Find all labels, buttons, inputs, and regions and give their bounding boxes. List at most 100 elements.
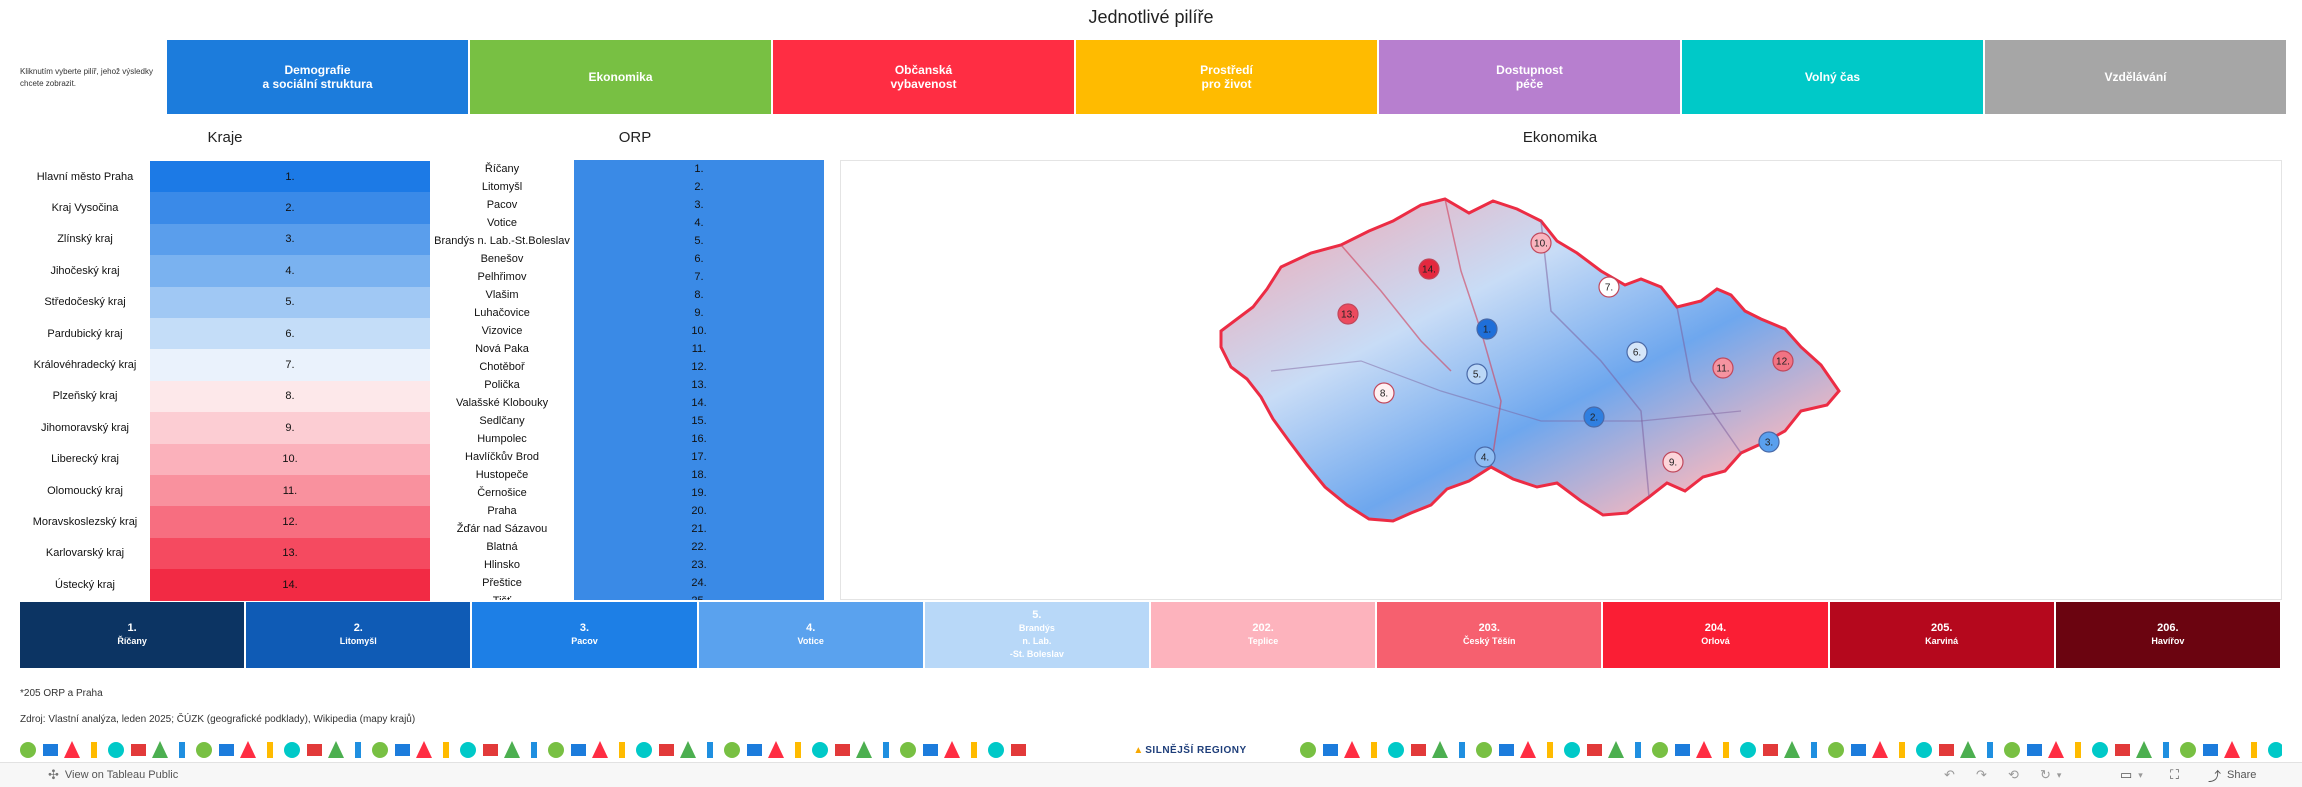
orp-row[interactable]: Hlinsko 23. (430, 556, 824, 574)
map-marker[interactable]: 4. (1474, 446, 1496, 468)
kraj-row[interactable]: Pardubický kraj 6. (20, 318, 430, 350)
orp-row[interactable]: Pacov 3. (430, 196, 824, 214)
fullscreen-button[interactable]: ⛶ (2170, 763, 2185, 787)
orp-row[interactable]: Nová Paka 11. (430, 340, 824, 358)
orp-rank: 24. (574, 574, 824, 592)
rank-box[interactable]: 206. Havířov (2055, 602, 2280, 668)
view-on-tableau-link[interactable]: ✣ View on Tableau Public (48, 763, 178, 787)
decorative-icon (152, 741, 168, 758)
map-marker[interactable]: 2. (1583, 406, 1605, 428)
kraj-rank: 3. (150, 223, 430, 256)
pillar-tab[interactable]: Ekonomika (470, 40, 771, 114)
pillar-tab[interactable]: Vzdělávání (1985, 40, 2286, 114)
rank-box[interactable]: 2. Litomyšl (246, 602, 471, 668)
orp-row[interactable]: Humpolec 16. (430, 430, 824, 448)
kraj-row[interactable]: Jihočeský kraj 4. (20, 255, 430, 287)
orp-row[interactable]: Říčany 1. (430, 160, 824, 178)
rank-box[interactable]: 1. Říčany (20, 602, 245, 668)
kraj-row[interactable]: Karlovarský kraj 13. (20, 537, 430, 570)
orp-row[interactable]: Valašské Klobouky 14. (430, 394, 824, 412)
kraj-row[interactable]: Ústecký kraj 14. (20, 569, 430, 601)
map-marker-label: 11. (1716, 364, 1729, 375)
pillar-tab[interactable]: Občanská vybavenost (773, 40, 1074, 114)
share-button[interactable]: ⤴ Share (2208, 763, 2256, 787)
decorative-icon (1411, 744, 1426, 756)
kraj-row[interactable]: Liberecký kraj 10. (20, 443, 430, 475)
map-marker[interactable]: 12. (1772, 350, 1794, 372)
orp-row[interactable]: Přeštice 24. (430, 574, 824, 592)
map-marker[interactable]: 1. (1476, 318, 1498, 340)
decorative-icon (1520, 741, 1536, 758)
revert-button[interactable]: ⟲ (2008, 763, 2025, 787)
orp-row[interactable]: Sedlčany 15. (430, 412, 824, 430)
kraj-row[interactable]: Zlínský kraj 3. (20, 223, 430, 256)
orp-row[interactable]: Vlašim 8. (430, 286, 824, 304)
orp-row[interactable]: Černošice 19. (430, 484, 824, 502)
map-marker-circle (1662, 451, 1684, 473)
kraj-row[interactable]: Kraj Vysočina 2. (20, 192, 430, 224)
rank-box[interactable]: 204. Orlová (1603, 602, 1828, 668)
kraj-row[interactable]: Hlavní město Praha 1. (20, 161, 430, 193)
orp-row[interactable]: Polička 13. (430, 376, 824, 394)
map-marker[interactable]: 8. (1373, 382, 1395, 404)
pillar-tab[interactable]: Prostředí pro život (1076, 40, 1377, 114)
orp-name: Vizovice (430, 322, 574, 340)
map-marker-circle (1712, 357, 1734, 379)
decorative-icon (548, 742, 564, 758)
map-marker[interactable]: 5. (1466, 363, 1488, 385)
map-marker[interactable]: 11. (1712, 357, 1734, 379)
rank-box[interactable]: 3. Pacov (472, 602, 697, 668)
rank-box[interactable]: 203. Český Těšín (1377, 602, 1602, 668)
orp-row[interactable]: Brandýs n. Lab.-St.Boleslav 5. (430, 232, 824, 250)
orp-name: Pacov (430, 196, 574, 214)
orp-row[interactable]: Hustopeče 18. (430, 466, 824, 484)
decorative-icon (795, 742, 801, 758)
kraj-row[interactable]: Jihomoravský kraj 9. (20, 412, 430, 444)
orp-row[interactable]: Votice 4. (430, 214, 824, 232)
pillar-tab[interactable]: Demografie a sociální struktura (167, 40, 468, 114)
kraj-name: Olomoucký kraj (47, 484, 123, 497)
orp-row[interactable]: Blatná 22. (430, 538, 824, 556)
kraj-row[interactable]: Olomoucký kraj 11. (20, 475, 430, 507)
device-preview-button[interactable]: ▭ ▾ (2120, 763, 2149, 787)
rank-box[interactable]: 202. Teplice (1151, 602, 1376, 668)
rank-box[interactable]: 5. Brandýs n. Lab. -St. Boleslav (924, 602, 1149, 668)
undo-button[interactable]: ↶ (1944, 763, 1961, 787)
kraj-row[interactable]: Moravskoslezský kraj 12. (20, 506, 430, 538)
region-border (1540, 220, 1650, 498)
map-marker[interactable]: 9. (1662, 451, 1684, 473)
map-marker[interactable]: 7. (1598, 276, 1620, 298)
orp-row[interactable]: Benešov 6. (430, 250, 824, 268)
map-marker-circle (1583, 406, 1605, 428)
decorative-icon (1608, 741, 1624, 758)
orp-row[interactable]: Žďár nad Sázavou 21. (430, 520, 824, 538)
rank-box[interactable]: 205. Karviná (1829, 602, 2054, 668)
kraj-row[interactable]: Královéhradecký kraj 7. (20, 349, 430, 381)
map-marker[interactable]: 10. (1530, 232, 1552, 254)
rank-box[interactable]: 4. Votice (698, 602, 923, 668)
orp-row[interactable]: Tišť25. (430, 592, 824, 600)
map-marker[interactable]: 14. (1418, 258, 1440, 280)
map-marker-circle (1626, 341, 1648, 363)
kraj-row[interactable]: Plzeňský kraj 8. (20, 380, 430, 413)
orp-row[interactable]: Litomyšl 2. (430, 178, 824, 196)
orp-row[interactable]: Chotěboř 12. (430, 358, 824, 376)
orp-row[interactable]: Havlíčkův Brod 17. (430, 448, 824, 466)
orp-rank: 2. (574, 178, 824, 196)
pillar-tab[interactable]: Volný čas (1682, 40, 1983, 114)
orp-row[interactable]: Vizovice 10. (430, 322, 824, 340)
orp-row[interactable]: Pelhřimov 7. (430, 268, 824, 286)
pillar-tab[interactable]: Dostupnost péče (1379, 40, 1680, 114)
orp-row[interactable]: Luhačovice 9. (430, 304, 824, 322)
kraj-rank: 7. (150, 349, 430, 381)
map-marker[interactable]: 6. (1626, 341, 1648, 363)
rank-number: 2. (353, 622, 363, 634)
redo-button[interactable]: ↷ (1976, 763, 1993, 787)
orp-ranking-list[interactable]: Říčany 1. Litomyšl 2. Pacov 3. Votice 4. Brandýs… (430, 160, 824, 600)
map-marker[interactable]: 13. (1337, 303, 1359, 325)
refresh-button[interactable]: ↻ ▾ (2040, 763, 2067, 787)
map-marker-label: 4. (1481, 453, 1489, 464)
kraj-row[interactable]: Středočeský kraj 5. (20, 286, 430, 318)
map-marker[interactable]: 3. (1758, 431, 1780, 453)
orp-row[interactable]: Praha 20. (430, 502, 824, 520)
